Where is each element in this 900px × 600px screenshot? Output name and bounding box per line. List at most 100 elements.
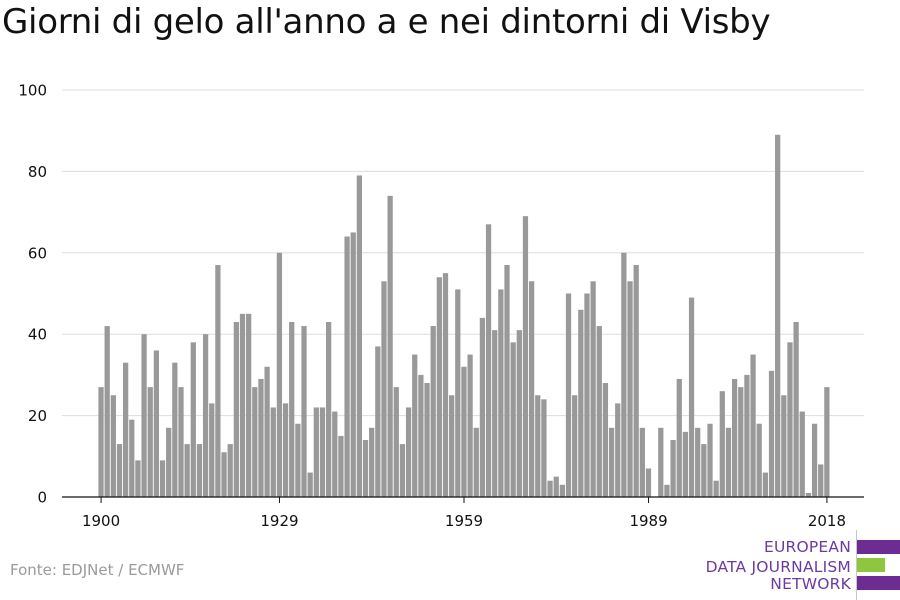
source-note: Fonte: EDJNet / ECMWF xyxy=(10,561,185,579)
bar xyxy=(811,423,818,497)
bar xyxy=(393,387,399,497)
bar xyxy=(744,374,750,497)
x-tick-label: 1929 xyxy=(260,512,298,530)
bar xyxy=(190,342,196,497)
bar xyxy=(239,313,246,497)
bar xyxy=(719,391,725,497)
bar xyxy=(369,427,375,497)
bar xyxy=(572,395,578,497)
bar xyxy=(246,313,252,497)
bar xyxy=(473,427,479,497)
bar xyxy=(350,232,356,497)
bar xyxy=(565,293,572,497)
bar xyxy=(449,395,455,497)
bar xyxy=(528,281,535,497)
bar xyxy=(442,273,449,497)
bar xyxy=(123,362,129,497)
bar xyxy=(621,252,627,497)
bar xyxy=(264,366,270,497)
bar xyxy=(178,387,184,497)
bar xyxy=(670,440,676,497)
bar xyxy=(135,460,141,497)
bar-chart: 0 20 40 60 80 100 1900 1929 1959 1989 2018 xyxy=(18,82,864,530)
chart-title: Giorni di gelo all'anno a e nei dintorni… xyxy=(2,2,771,42)
x-tick-label: 1900 xyxy=(82,512,120,530)
bar xyxy=(405,407,412,497)
logo-divider xyxy=(856,530,857,600)
bar xyxy=(793,321,799,497)
bar xyxy=(325,321,332,497)
bar xyxy=(233,321,239,497)
bar xyxy=(510,342,516,497)
bar xyxy=(313,407,319,497)
bar xyxy=(159,460,166,497)
bar xyxy=(701,444,707,497)
x-tick-label: 1989 xyxy=(629,512,667,530)
bar xyxy=(805,492,812,497)
bar xyxy=(461,366,467,497)
y-tick-label: 0 xyxy=(37,489,47,507)
bar xyxy=(202,334,209,497)
bar xyxy=(541,399,547,497)
bar xyxy=(658,427,664,497)
y-tick-label: 80 xyxy=(28,163,47,181)
bar xyxy=(688,297,695,497)
bar xyxy=(479,317,486,497)
bar xyxy=(775,134,781,497)
bar xyxy=(307,472,313,497)
y-tick-label: 100 xyxy=(18,82,47,100)
bar xyxy=(344,236,350,497)
bar xyxy=(295,423,301,497)
bar xyxy=(559,484,565,497)
bar xyxy=(639,427,645,497)
logo-bar-purple-bottom xyxy=(857,576,900,590)
bar xyxy=(153,350,160,497)
bar xyxy=(147,387,153,497)
bar xyxy=(762,472,768,497)
logo-line-3: NETWORK xyxy=(770,575,851,593)
bar xyxy=(276,252,283,497)
logo-line-1: EUROPEAN xyxy=(763,538,851,556)
bar xyxy=(338,435,344,497)
bar xyxy=(172,362,178,497)
bar xyxy=(645,468,652,497)
y-tick-label: 20 xyxy=(28,407,47,425)
bar xyxy=(381,281,387,497)
logo-bar-green xyxy=(857,558,885,572)
bars xyxy=(98,134,830,498)
bar xyxy=(319,407,326,497)
bar xyxy=(756,423,762,497)
bar xyxy=(362,440,369,497)
bar xyxy=(375,346,381,497)
bar xyxy=(270,407,276,497)
bar xyxy=(498,289,504,497)
bar xyxy=(590,281,596,497)
bar xyxy=(98,387,104,497)
y-tick-label: 40 xyxy=(28,326,47,344)
logo-bar-purple-top xyxy=(857,540,900,554)
bar xyxy=(430,326,436,497)
bar xyxy=(455,289,461,497)
bar xyxy=(787,342,793,497)
bar xyxy=(110,395,116,497)
bar xyxy=(424,383,430,497)
bar xyxy=(676,378,682,497)
bar xyxy=(615,403,621,497)
bar xyxy=(738,387,744,497)
bar xyxy=(578,309,584,497)
bar xyxy=(289,321,295,497)
bar xyxy=(485,224,492,497)
bar xyxy=(116,444,123,497)
bar xyxy=(602,383,609,497)
bar xyxy=(387,195,393,497)
bar xyxy=(695,427,701,497)
bar xyxy=(492,330,498,497)
y-tick-label: 60 xyxy=(28,244,47,262)
bar xyxy=(436,277,442,497)
bar xyxy=(166,427,172,497)
bar xyxy=(553,476,559,497)
bar xyxy=(713,480,719,497)
bar xyxy=(522,216,529,498)
bar xyxy=(282,403,289,497)
edjnet-logo: EUROPEAN DATA JOURNALISM NETWORK xyxy=(700,530,900,600)
